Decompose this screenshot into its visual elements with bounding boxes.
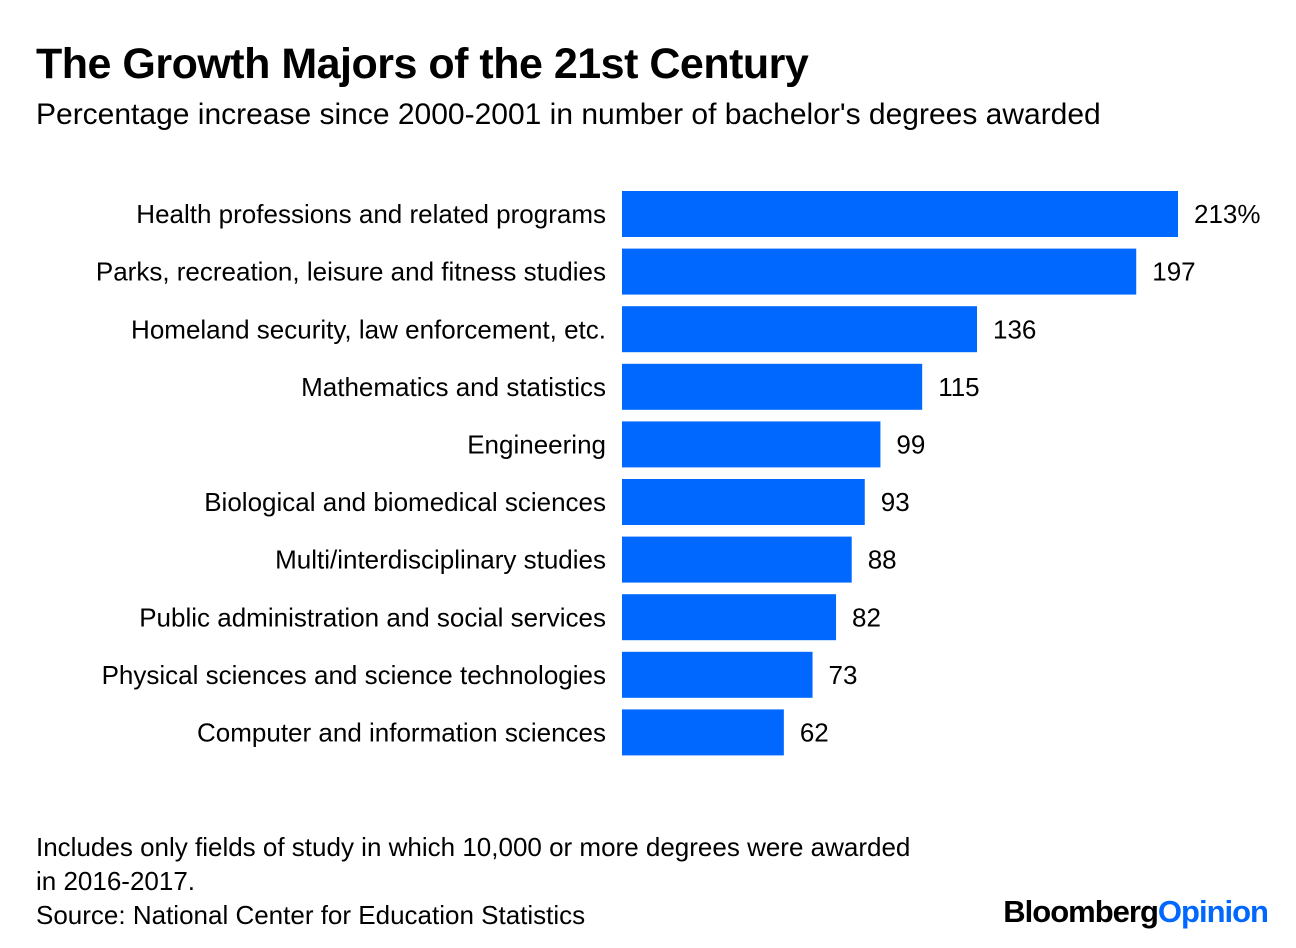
chart-subtitle: Percentage increase since 2000-2001 in n… (36, 98, 1101, 131)
category-label: Homeland security, law enforcement, etc. (131, 314, 606, 344)
value-label: 73 (829, 660, 858, 690)
bar (622, 421, 881, 468)
category-label: Multi/interdisciplinary studies (275, 545, 606, 575)
category-label: Health professions and related programs (136, 199, 606, 229)
category-label: Parks, recreation, leisure and fitness s… (96, 257, 606, 287)
value-label: 93 (881, 487, 910, 517)
category-label: Engineering (467, 430, 606, 460)
bloomberg-opinion-logo: BloombergOpinion (1003, 894, 1269, 930)
category-label: Computer and information sciences (197, 718, 606, 748)
bar (622, 651, 813, 698)
bar (622, 248, 1137, 295)
value-label: 82 (852, 602, 881, 632)
value-label: 136 (993, 314, 1036, 344)
category-label: Public administration and social service… (139, 602, 606, 632)
value-label: 62 (800, 718, 829, 748)
value-label: 88 (868, 545, 897, 575)
source-note: Source: National Center for Education St… (36, 900, 586, 930)
bar (622, 363, 923, 410)
value-label: 213% (1194, 199, 1261, 229)
bar (622, 479, 865, 525)
category-label: Mathematics and statistics (301, 372, 606, 402)
value-label: 197 (1152, 257, 1195, 287)
category-label: Biological and biomedical sciences (204, 487, 606, 517)
bar (622, 709, 784, 756)
category-label: Physical sciences and science technologi… (102, 660, 606, 690)
footnote: Includes only fields of study in which 1… (36, 832, 911, 896)
bar (622, 536, 852, 583)
bar-chart: Health professions and related programs 2… (96, 191, 1261, 756)
logo-primary: Bloomberg (1003, 894, 1159, 929)
bar (622, 594, 837, 641)
logo-accent: Opinion (1157, 894, 1269, 929)
chart-title: The Growth Majors of the 21st Century (36, 40, 809, 88)
bar (622, 306, 978, 353)
value-label: 99 (896, 430, 925, 460)
bar (622, 191, 1178, 237)
value-label: 115 (938, 372, 979, 402)
